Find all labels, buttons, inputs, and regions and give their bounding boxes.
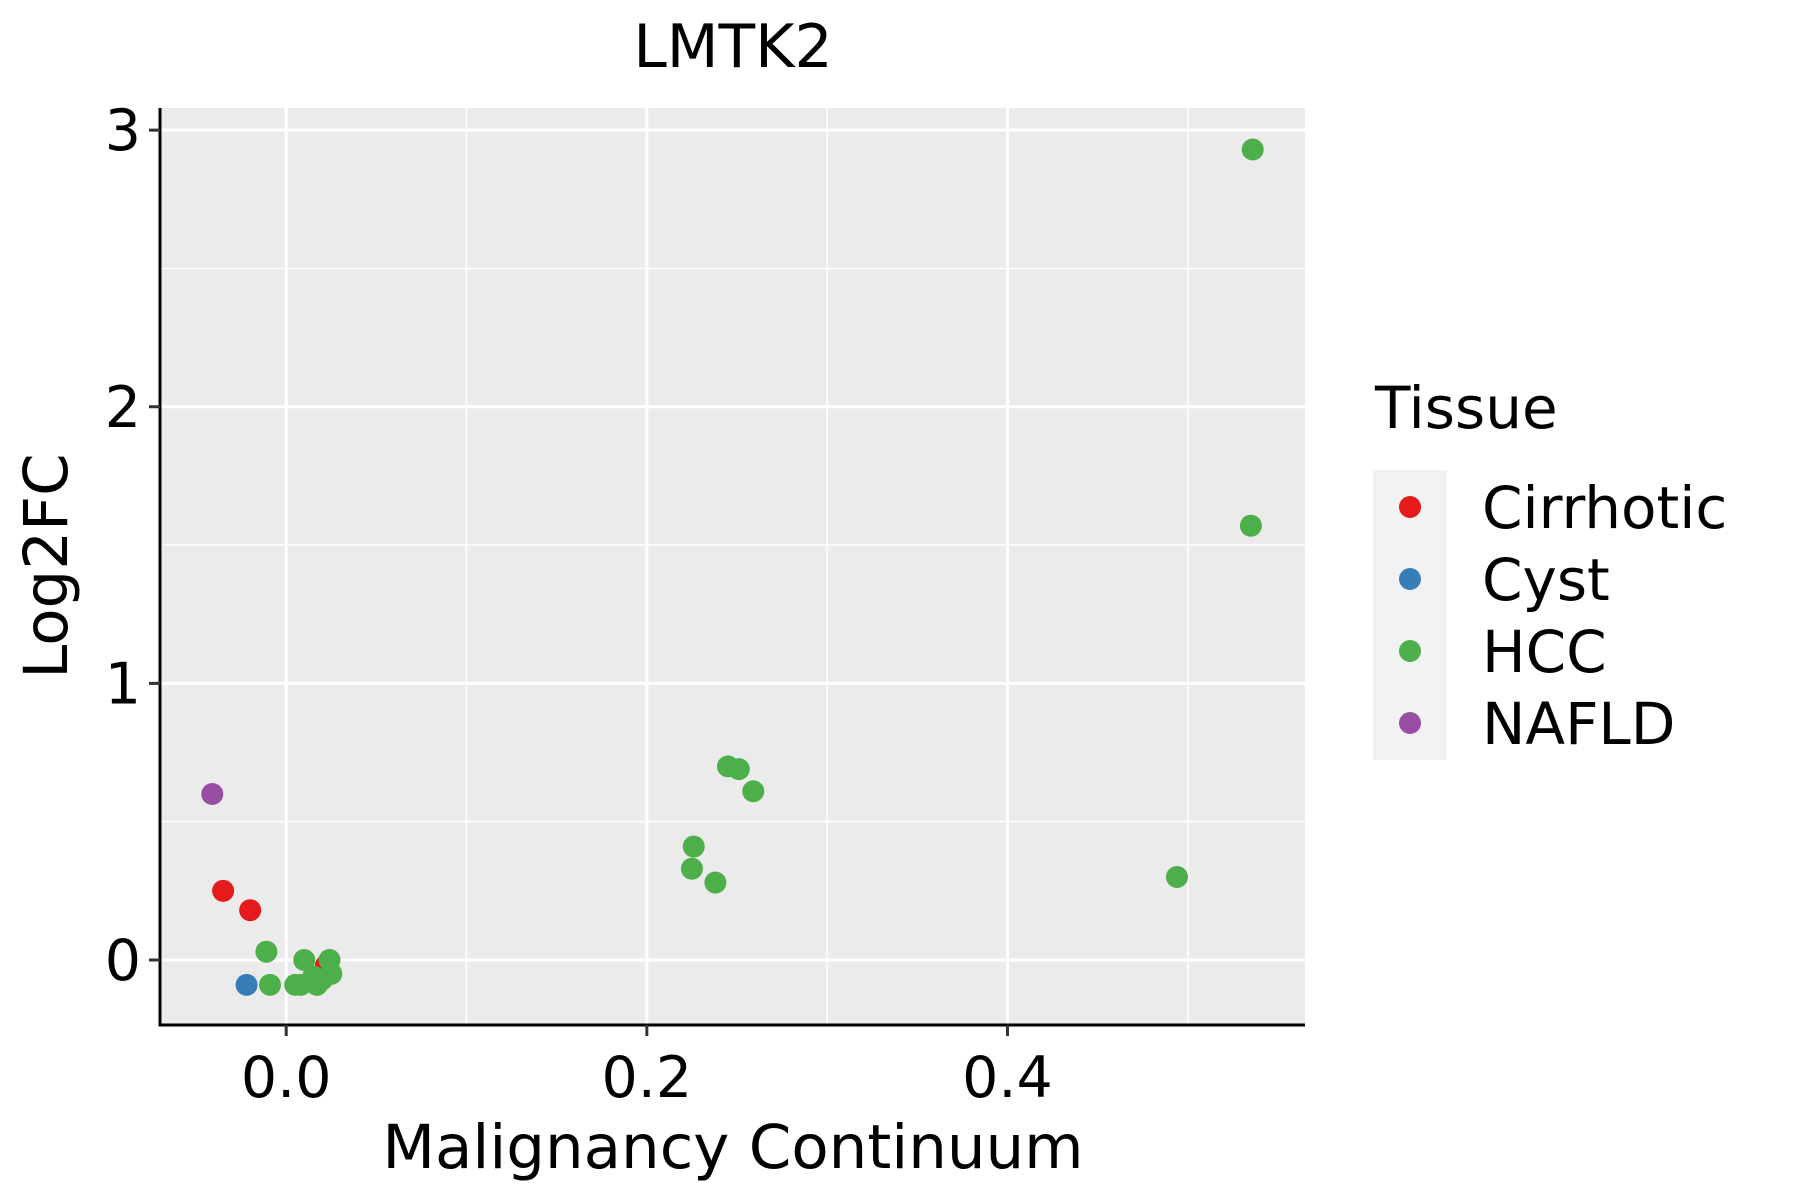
y-tick-label: 3 bbox=[105, 98, 141, 164]
legend-label-cirrhotic: Cirrhotic bbox=[1482, 474, 1727, 542]
x-axis-label: Malignancy Continuum bbox=[382, 1112, 1083, 1183]
data-point-cirrhotic bbox=[239, 899, 262, 922]
y-tick-label: 2 bbox=[105, 375, 141, 441]
data-point-cirrhotic bbox=[212, 879, 235, 902]
x-tick-label: 0.2 bbox=[602, 1045, 693, 1111]
legend-label-nafld: NAFLD bbox=[1482, 690, 1675, 758]
data-point-hcc bbox=[293, 948, 316, 971]
y-tick-label: 1 bbox=[105, 651, 141, 717]
legend-label-cyst: Cyst bbox=[1482, 546, 1610, 614]
y-tick-label: 0 bbox=[105, 928, 141, 994]
data-point-hcc bbox=[258, 973, 281, 996]
data-points bbox=[201, 138, 1264, 996]
data-point-hcc bbox=[1165, 866, 1188, 889]
data-point-hcc bbox=[727, 758, 750, 781]
data-point-hcc bbox=[682, 835, 705, 858]
data-point-hcc bbox=[255, 940, 278, 963]
chart-title: LMTK2 bbox=[633, 12, 832, 82]
data-point-hcc bbox=[704, 871, 727, 894]
data-point-hcc bbox=[1239, 514, 1262, 537]
axes: 0.0 0.2 0.4 0 1 2 3 bbox=[105, 98, 1305, 1111]
legend-key-hcc bbox=[1399, 640, 1421, 662]
legend-key-background bbox=[1373, 470, 1447, 760]
legend-title: Tissue bbox=[1374, 374, 1558, 442]
x-tick-label: 0.0 bbox=[241, 1045, 332, 1111]
legend-label-hcc: HCC bbox=[1482, 618, 1607, 686]
data-point-hcc bbox=[742, 780, 765, 803]
legend-key-nafld bbox=[1399, 712, 1421, 734]
data-point-hcc bbox=[320, 962, 343, 985]
data-point-hcc bbox=[680, 857, 703, 880]
legend-key-cirrhotic bbox=[1399, 496, 1421, 518]
grid-lines bbox=[160, 108, 1305, 1025]
data-point-nafld bbox=[201, 783, 224, 806]
data-point-hcc bbox=[1241, 138, 1264, 161]
x-tick-label: 0.4 bbox=[962, 1045, 1053, 1111]
y-axis-label: Log2FC bbox=[11, 453, 82, 678]
data-point-cyst bbox=[235, 973, 258, 996]
plot-panel bbox=[160, 108, 1305, 1025]
legend-key-cyst bbox=[1399, 568, 1421, 590]
